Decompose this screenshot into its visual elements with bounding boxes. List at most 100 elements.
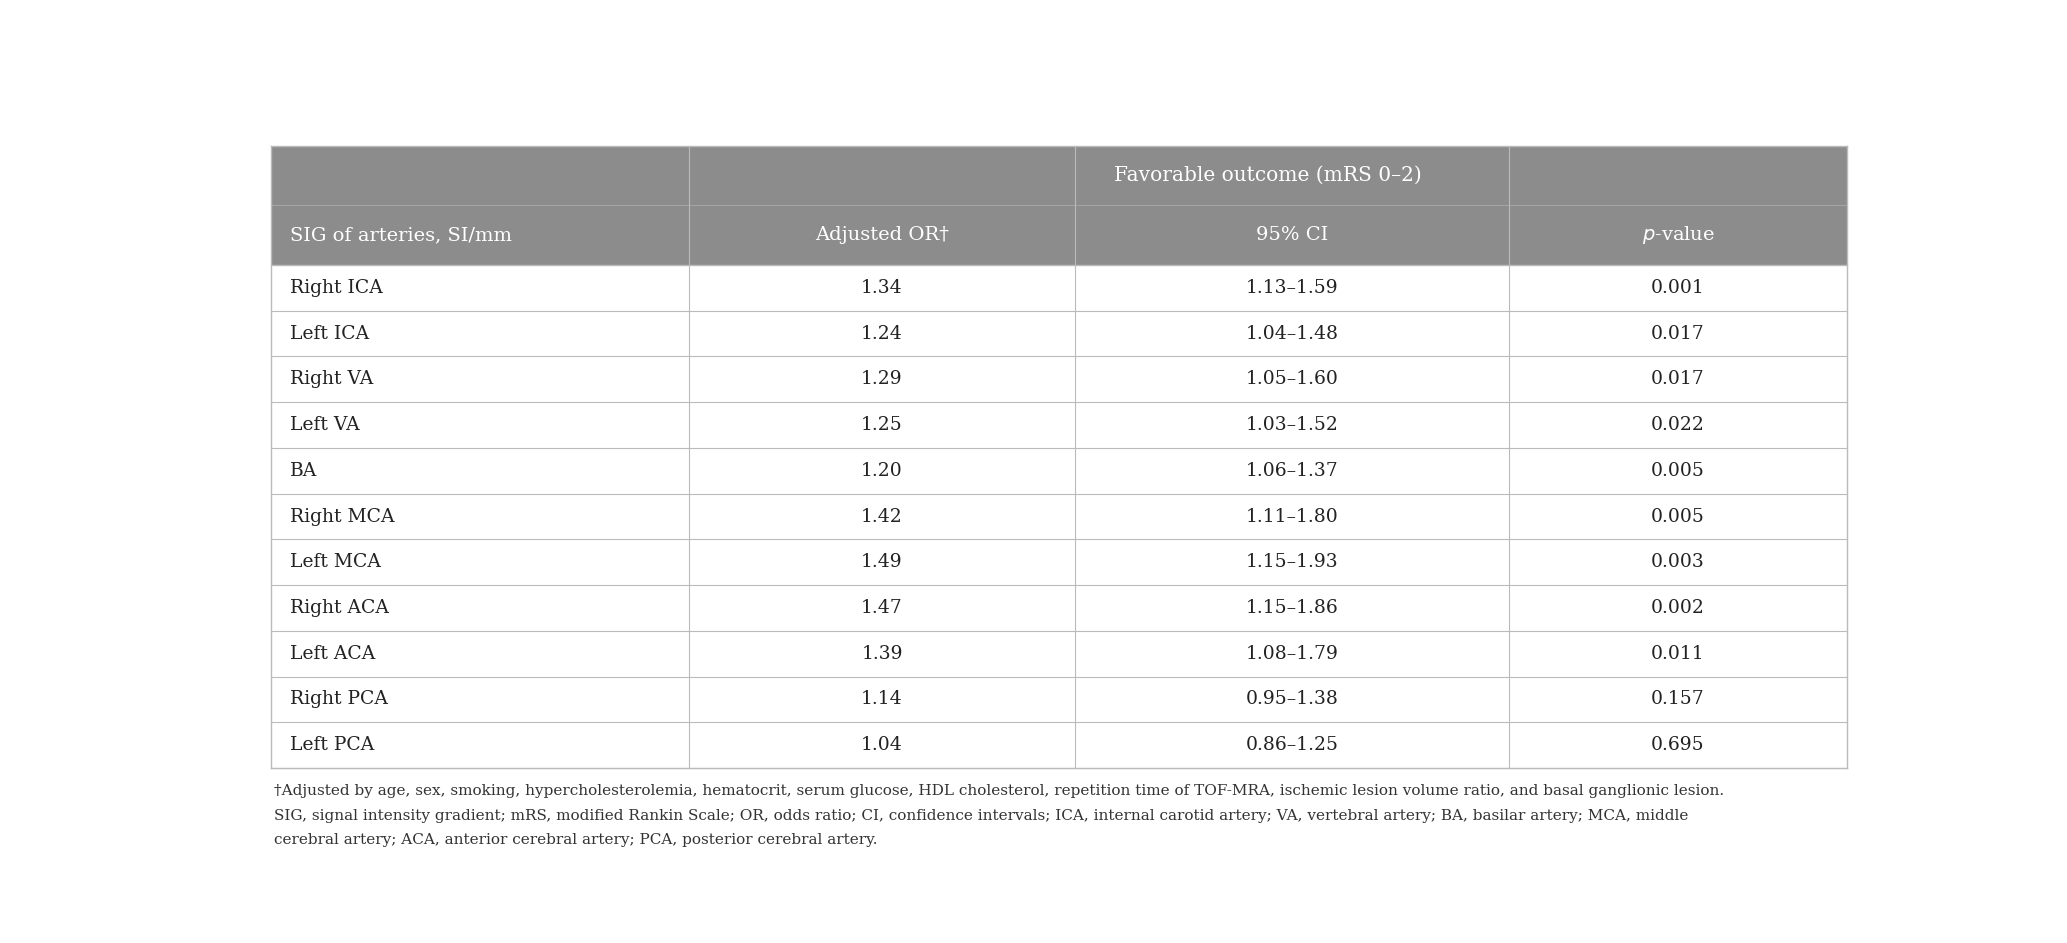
Text: 1.06–1.37: 1.06–1.37 bbox=[1246, 462, 1337, 480]
Bar bbox=[271, 539, 688, 585]
Bar bbox=[1075, 402, 1509, 448]
Text: 1.34: 1.34 bbox=[862, 279, 903, 297]
Text: 1.11–1.80: 1.11–1.80 bbox=[1246, 507, 1337, 525]
Text: 0.003: 0.003 bbox=[1652, 554, 1705, 571]
Bar bbox=[271, 677, 688, 722]
Bar bbox=[1509, 310, 1848, 356]
Bar bbox=[271, 722, 688, 769]
Bar bbox=[1075, 265, 1509, 310]
Bar bbox=[1509, 722, 1848, 769]
Bar bbox=[271, 585, 688, 631]
Text: 0.86–1.25: 0.86–1.25 bbox=[1244, 736, 1337, 754]
Bar bbox=[271, 206, 688, 265]
Bar bbox=[688, 677, 1075, 722]
Bar bbox=[688, 631, 1075, 677]
Bar bbox=[1509, 631, 1848, 677]
Bar bbox=[271, 493, 688, 539]
Text: cerebral artery; ACA, anterior cerebral artery; PCA, posterior cerebral artery.: cerebral artery; ACA, anterior cerebral … bbox=[275, 834, 878, 848]
Bar bbox=[688, 448, 1075, 493]
Text: 1.29: 1.29 bbox=[862, 371, 903, 389]
Text: 0.157: 0.157 bbox=[1652, 690, 1705, 708]
Bar bbox=[1075, 722, 1509, 769]
Text: 1.13–1.59: 1.13–1.59 bbox=[1246, 279, 1337, 297]
Bar bbox=[271, 448, 688, 493]
Bar bbox=[1075, 356, 1509, 402]
Text: 0.695: 0.695 bbox=[1652, 736, 1705, 754]
Bar bbox=[1509, 356, 1848, 402]
Bar bbox=[1509, 585, 1848, 631]
Bar bbox=[1509, 206, 1848, 265]
Text: 1.47: 1.47 bbox=[862, 599, 903, 617]
Text: Left PCA: Left PCA bbox=[289, 736, 374, 754]
Text: 1.39: 1.39 bbox=[862, 645, 903, 663]
Text: 1.42: 1.42 bbox=[862, 507, 903, 525]
Text: Left ACA: Left ACA bbox=[289, 645, 376, 663]
Text: 1.24: 1.24 bbox=[862, 324, 903, 342]
Bar bbox=[1075, 493, 1509, 539]
Bar bbox=[1075, 585, 1509, 631]
Text: SIG of arteries, SI/mm: SIG of arteries, SI/mm bbox=[289, 226, 513, 244]
Text: Right VA: Right VA bbox=[289, 371, 374, 389]
Text: 1.04–1.48: 1.04–1.48 bbox=[1244, 324, 1337, 342]
Text: 0.005: 0.005 bbox=[1652, 462, 1705, 480]
Text: 1.03–1.52: 1.03–1.52 bbox=[1246, 416, 1337, 434]
Text: 0.002: 0.002 bbox=[1652, 599, 1705, 617]
Bar bbox=[271, 146, 1848, 206]
Text: Right ICA: Right ICA bbox=[289, 279, 382, 297]
Bar bbox=[688, 539, 1075, 585]
Text: Favorable outcome (mRS 0–2): Favorable outcome (mRS 0–2) bbox=[1114, 166, 1422, 185]
Bar bbox=[1075, 539, 1509, 585]
Text: Left VA: Left VA bbox=[289, 416, 360, 434]
Bar bbox=[688, 206, 1075, 265]
Text: $p$-value: $p$-value bbox=[1641, 224, 1714, 246]
Bar bbox=[1075, 448, 1509, 493]
Bar bbox=[271, 631, 688, 677]
Bar bbox=[1075, 310, 1509, 356]
Text: 1.25: 1.25 bbox=[862, 416, 903, 434]
Text: 1.04: 1.04 bbox=[862, 736, 903, 754]
Text: 1.08–1.79: 1.08–1.79 bbox=[1246, 645, 1337, 663]
Bar bbox=[1509, 402, 1848, 448]
Text: 0.011: 0.011 bbox=[1652, 645, 1705, 663]
Text: 0.95–1.38: 0.95–1.38 bbox=[1246, 690, 1337, 708]
Text: 1.15–1.86: 1.15–1.86 bbox=[1246, 599, 1337, 617]
Text: 1.20: 1.20 bbox=[862, 462, 903, 480]
Bar bbox=[1509, 448, 1848, 493]
Bar bbox=[688, 310, 1075, 356]
Text: 0.001: 0.001 bbox=[1652, 279, 1705, 297]
Bar bbox=[688, 722, 1075, 769]
Bar bbox=[688, 265, 1075, 310]
Text: 0.017: 0.017 bbox=[1652, 324, 1705, 342]
Text: Left ICA: Left ICA bbox=[289, 324, 370, 342]
Text: 0.017: 0.017 bbox=[1652, 371, 1705, 389]
Text: BA: BA bbox=[289, 462, 318, 480]
Text: 0.005: 0.005 bbox=[1652, 507, 1705, 525]
Bar bbox=[1075, 206, 1509, 265]
Text: 1.49: 1.49 bbox=[862, 554, 903, 571]
Bar bbox=[688, 356, 1075, 402]
Text: 95% CI: 95% CI bbox=[1257, 226, 1327, 244]
Text: 1.14: 1.14 bbox=[862, 690, 903, 708]
Bar bbox=[271, 356, 688, 402]
Bar bbox=[1509, 493, 1848, 539]
Bar bbox=[1509, 265, 1848, 310]
Bar bbox=[688, 585, 1075, 631]
Text: Right MCA: Right MCA bbox=[289, 507, 395, 525]
Bar bbox=[1075, 631, 1509, 677]
Bar bbox=[271, 310, 688, 356]
Bar bbox=[1075, 677, 1509, 722]
Text: Right PCA: Right PCA bbox=[289, 690, 389, 708]
Text: Right ACA: Right ACA bbox=[289, 599, 389, 617]
Text: 1.05–1.60: 1.05–1.60 bbox=[1246, 371, 1337, 389]
Text: †Adjusted by age, sex, smoking, hypercholesterolemia, hematocrit, serum glucose,: †Adjusted by age, sex, smoking, hypercho… bbox=[275, 784, 1724, 798]
Text: 1.15–1.93: 1.15–1.93 bbox=[1246, 554, 1337, 571]
Text: SIG, signal intensity gradient; mRS, modified Rankin Scale; OR, odds ratio; CI, : SIG, signal intensity gradient; mRS, mod… bbox=[275, 809, 1689, 823]
Bar bbox=[1509, 539, 1848, 585]
Bar bbox=[271, 402, 688, 448]
Text: Left MCA: Left MCA bbox=[289, 554, 380, 571]
Bar bbox=[688, 493, 1075, 539]
Text: Adjusted OR†: Adjusted OR† bbox=[814, 226, 949, 244]
Bar bbox=[271, 265, 688, 310]
Text: 0.022: 0.022 bbox=[1652, 416, 1705, 434]
Bar bbox=[1509, 677, 1848, 722]
